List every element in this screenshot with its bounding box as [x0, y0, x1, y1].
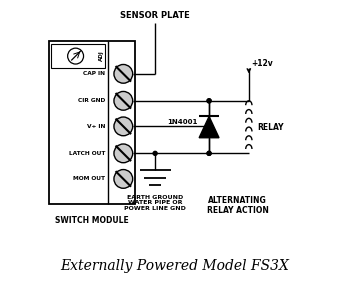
Circle shape: [114, 170, 133, 188]
Text: V+ IN: V+ IN: [87, 124, 105, 129]
Polygon shape: [199, 116, 219, 138]
Circle shape: [153, 151, 157, 155]
Circle shape: [207, 151, 211, 155]
Text: LATCH OUT: LATCH OUT: [69, 151, 105, 156]
Circle shape: [114, 91, 133, 110]
Text: EARTH GROUND
WATER PIPE OR
POWER LINE GND: EARTH GROUND WATER PIPE OR POWER LINE GN…: [124, 195, 186, 211]
Bar: [51, 44, 105, 68]
Text: ADJ: ADJ: [99, 51, 104, 61]
Circle shape: [114, 64, 133, 83]
Bar: [49, 41, 135, 204]
Text: CAP IN: CAP IN: [83, 71, 105, 76]
Text: RELAY: RELAY: [257, 123, 284, 131]
Circle shape: [207, 99, 211, 103]
Text: SENSOR PLATE: SENSOR PLATE: [120, 11, 190, 20]
Circle shape: [207, 151, 211, 155]
Text: 1N4001: 1N4001: [167, 119, 198, 125]
Text: +12v: +12v: [252, 59, 273, 68]
Circle shape: [114, 144, 133, 163]
Text: ALTERNATING
RELAY ACTION: ALTERNATING RELAY ACTION: [206, 196, 268, 215]
Text: CIR GND: CIR GND: [78, 98, 105, 103]
Text: SWITCH MODULE: SWITCH MODULE: [55, 216, 129, 225]
Circle shape: [207, 99, 211, 103]
Text: MOM OUT: MOM OUT: [74, 176, 105, 181]
Circle shape: [68, 48, 84, 64]
Text: Externally Powered Model FS3X: Externally Powered Model FS3X: [61, 259, 289, 273]
Circle shape: [114, 117, 133, 136]
